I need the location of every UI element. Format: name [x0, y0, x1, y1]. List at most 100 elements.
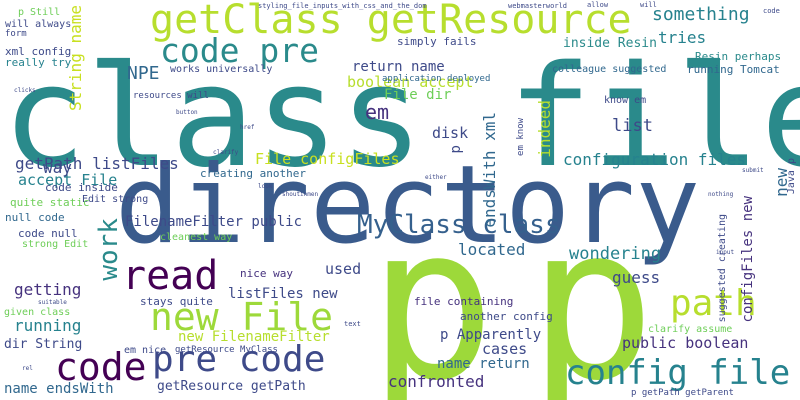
word-getclass-getresource: getClass getResource: [150, 0, 632, 43]
word-getting: getting: [14, 280, 82, 299]
word-p-getpath-getparent: p getPath getParent: [631, 388, 734, 398]
word-config-file: config file: [565, 353, 791, 393]
word-will: will: [640, 1, 657, 9]
word-located: located: [458, 240, 526, 259]
word-code-pre: code pre: [160, 31, 319, 70]
word-new-filenamefilter: new FilenameFilter: [178, 329, 330, 345]
word-something: something: [652, 4, 750, 25]
word-name-return: name return: [437, 356, 530, 372]
word-colleague-suggested: colleague suggested: [552, 64, 667, 75]
word-tries: tries: [658, 28, 707, 47]
word-know-em: know em: [604, 95, 647, 106]
word-p-still: p Still: [18, 7, 61, 18]
word-clarify: clarify: [213, 149, 239, 156]
word-input: input: [716, 249, 735, 256]
word-list: list: [612, 116, 653, 136]
word-p-apparently: p Apparently: [440, 327, 542, 343]
word-accept-file: accept File: [18, 171, 118, 189]
word-given-class: given class: [4, 307, 71, 318]
word-xml-config: xml config: [5, 45, 72, 58]
word-getpath-listfiles: getPath listFiles: [15, 154, 179, 173]
word-clicks: clicks: [14, 87, 36, 94]
word-p-right: p: [528, 180, 656, 400]
word-indeed: indeed: [535, 100, 554, 158]
word-file-configfiles: File configFiles: [255, 150, 400, 168]
word-href: href: [240, 124, 255, 131]
word-application-deployed: application deployed: [382, 74, 491, 84]
word-em: em: [365, 100, 390, 124]
word-disk: disk: [432, 124, 469, 142]
word-work: work: [94, 218, 124, 281]
word-cases: cases: [482, 340, 528, 358]
word-java-p: Java p: [786, 158, 797, 195]
word-guess: guess: [612, 268, 661, 287]
word-rel: rel: [22, 365, 33, 372]
word-endswith-xml: endsWith xml: [480, 112, 499, 228]
word-strong-edit: strong Edit: [22, 239, 89, 250]
word-used: used: [325, 260, 362, 278]
word-will-always: will always: [5, 19, 72, 30]
word-wondering: wondering: [569, 244, 662, 264]
word-path: path: [670, 283, 757, 324]
word-myclass-class: MyClass class: [357, 210, 561, 240]
word-submit: submit: [742, 167, 764, 174]
word-running: running: [14, 316, 82, 335]
word-quite-static: quite static: [10, 196, 90, 209]
word-getresource-myclass: getResource MyClass: [175, 345, 278, 355]
word-listfiles-new: listFiles new: [228, 286, 338, 302]
word-cleanest-way: cleanest way: [160, 232, 233, 243]
word-code: code: [55, 345, 147, 389]
word-suitable: suitable: [38, 299, 67, 306]
word-shoutinmen: shoutinmen: [282, 191, 319, 198]
word-edit-strong: Edit strong: [82, 194, 149, 205]
word-nice-way: nice way: [240, 267, 293, 280]
word-really-try: really try: [5, 56, 72, 69]
word-return-name: return name: [352, 59, 445, 75]
word-p-small: p: [448, 145, 464, 154]
word-running-tomcat: running Tomcat: [687, 63, 780, 76]
word-public-boolean: public boolean: [622, 334, 749, 352]
word-name-endswith: name endsWith: [4, 381, 114, 397]
word-boolean-accept: boolean accept: [347, 73, 474, 91]
word-filenamefilter-public: FilenameFilter public: [125, 214, 303, 230]
word-confronted: confronted: [388, 372, 485, 391]
word-inside-resin: inside Resin: [563, 36, 657, 51]
word-code-null: code null: [18, 227, 78, 240]
word-styling: styling_file_inputs_with_css_and_the_dom: [258, 2, 427, 10]
word-either: either: [425, 174, 447, 181]
word-another-config: another config: [460, 310, 553, 323]
word-read: read: [122, 253, 219, 299]
word-npe: NPE: [127, 63, 160, 84]
word-configuration-files: configuration files: [563, 150, 747, 169]
word-clarify-assume: clarify assume: [648, 324, 733, 335]
word-allow: allow: [587, 1, 609, 9]
word-creating-another: creating another: [200, 167, 306, 180]
word-form: form: [5, 29, 27, 39]
word-webmasterworld: webmasterworld: [508, 2, 568, 10]
word-null-code: null code: [5, 211, 65, 224]
word-resources-will: resources will: [133, 91, 209, 101]
word-pre-code: pre code: [152, 339, 326, 380]
word-button: button: [176, 109, 198, 116]
word-resin-perhaps: Resin perhaps: [695, 50, 782, 63]
word-code-inside: code inside: [45, 181, 118, 194]
word-dir-string: dir String: [4, 337, 83, 352]
word-p-left: p: [368, 180, 496, 400]
word-em-know: em know: [516, 118, 526, 156]
word-suggested-creating: suggested creating: [717, 214, 728, 323]
word-simply-fails: simply fails: [397, 35, 477, 48]
word-getresource-getpath: getResource getPath: [157, 379, 306, 394]
word-way: way: [43, 158, 72, 177]
word-configfiles-new: configFiles new: [740, 196, 756, 323]
word-stays-quite: stays quite: [140, 295, 213, 308]
word-new-file: new File: [150, 295, 334, 339]
word-directory: directory: [115, 143, 701, 268]
word-file-containing: file containing: [414, 295, 514, 308]
word-class-file: class file: [2, 36, 800, 199]
word-look: look: [258, 183, 273, 190]
word-file-dir: File dir: [384, 87, 452, 103]
word-code-top: code: [763, 7, 780, 15]
word-em-nice: em nice: [124, 345, 167, 356]
word-nothing: nothing: [708, 191, 734, 198]
